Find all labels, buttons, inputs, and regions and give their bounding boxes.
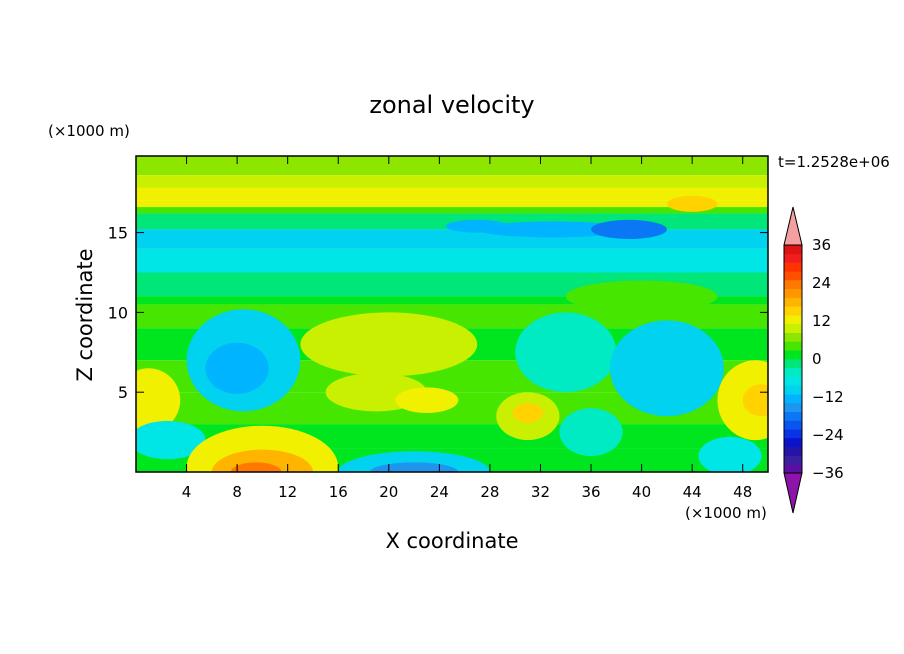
colorbar-tick-label: −36 — [812, 464, 844, 482]
x-tick-label: 32 — [531, 483, 550, 501]
colorbar-tick-label: −12 — [812, 388, 844, 406]
y-tick-label: 15 — [108, 224, 128, 243]
colorbar-swatch — [784, 297, 802, 307]
x-tick-label: 4 — [182, 483, 192, 501]
colorbar-swatch — [784, 253, 802, 263]
contour-feature — [445, 219, 509, 233]
contour-band — [136, 200, 768, 208]
contour-feature — [230, 462, 282, 472]
contour-feature — [515, 312, 617, 393]
colorbar-tick-label: 36 — [812, 236, 831, 254]
colorbar-swatch — [784, 359, 802, 369]
colorbar-swatch — [784, 437, 802, 447]
chart-title: zonal velocity — [369, 91, 534, 119]
contour-feature — [136, 368, 181, 433]
colorbar: 36 24 12 0 −12 −24 −36 — [783, 206, 844, 514]
x-tick-label: 24 — [430, 483, 449, 501]
plot-frame — [135, 155, 769, 473]
colorbar-swatch — [784, 245, 802, 255]
x-axis-label: X coordinate — [385, 529, 518, 553]
contour-feature — [369, 462, 459, 472]
colorbar-tick-label: −24 — [812, 426, 844, 444]
colorbar-under-arrow — [783, 472, 803, 514]
contour-feature — [477, 221, 629, 238]
y-unit-label: (×1000 m) — [48, 122, 130, 140]
colorbar-swatch — [784, 280, 802, 290]
colorbar-swatch — [784, 341, 802, 351]
contour-band — [136, 207, 768, 214]
colorbar-swatch — [784, 464, 802, 474]
x-tick-label: 12 — [278, 483, 297, 501]
contour-band — [136, 156, 768, 176]
y-tick-label: 5 — [118, 383, 128, 402]
colorbar-swatch — [784, 315, 802, 325]
colorbar-swatch — [784, 306, 802, 316]
colorbar-swatch — [784, 323, 802, 333]
x-tick-label: 20 — [379, 483, 398, 501]
colorbar-tick-label: 0 — [812, 350, 822, 368]
colorbar-over-arrow — [783, 206, 803, 246]
x-tick-label: 48 — [733, 483, 752, 501]
time-label: t=1.2528e+06 — [778, 153, 890, 171]
contour-feature — [698, 436, 762, 472]
contour-feature — [610, 320, 724, 417]
contour-feature — [565, 280, 718, 313]
x-tick-label: 40 — [632, 483, 651, 501]
colorbar-swatch — [784, 402, 802, 412]
colorbar-swatch — [784, 350, 802, 360]
x-axis: 4 8 12 16 20 24 28 32 36 40 44 48 — [182, 156, 752, 501]
contour-band — [136, 229, 768, 249]
y-axis-label: Z coordinate — [73, 248, 97, 381]
colorbar-swatch — [784, 332, 802, 342]
plot-area — [136, 156, 768, 472]
colorbar-swatch — [784, 385, 802, 395]
colorbar-frame — [783, 244, 803, 474]
colorbar-swatch — [784, 411, 802, 421]
colorbar-swatch — [784, 367, 802, 377]
contour-feature — [338, 451, 490, 472]
colorbar-swatch — [784, 429, 802, 439]
contour-band — [136, 296, 768, 305]
contour-feature — [395, 387, 459, 413]
contour-feature — [666, 195, 718, 212]
colorbar-tick-label: 24 — [812, 274, 831, 292]
y-tick-label: 10 — [108, 303, 128, 322]
contour-band — [136, 187, 768, 201]
contour-feature — [136, 420, 206, 460]
contour-feature — [591, 219, 667, 239]
x-tick-label: 44 — [683, 483, 702, 501]
colorbar-swatch — [784, 376, 802, 386]
x-tick-label: 16 — [329, 483, 348, 501]
contour-feature — [300, 312, 478, 377]
contour-band — [136, 248, 768, 273]
contour-band — [136, 175, 768, 188]
colorbar-swatch — [784, 446, 802, 456]
colorbar-swatch — [784, 271, 802, 281]
y-axis: 5 10 15 — [108, 224, 768, 402]
colorbar-swatch — [784, 420, 802, 430]
x-unit-label: (×1000 m) — [685, 504, 767, 522]
contour-feature — [512, 403, 544, 423]
colorbar-swatch — [784, 394, 802, 404]
contour-feature — [742, 384, 768, 417]
x-tick-label: 36 — [581, 483, 600, 501]
x-tick-label: 28 — [480, 483, 499, 501]
x-tick-label: 8 — [232, 483, 242, 501]
colorbar-tick-label: 12 — [812, 312, 831, 330]
contour-feature — [205, 342, 269, 394]
colorbar-swatch — [784, 262, 802, 272]
colorbar-swatch — [784, 455, 802, 465]
colorbar-swatch — [784, 288, 802, 298]
contour-feature — [559, 408, 623, 457]
